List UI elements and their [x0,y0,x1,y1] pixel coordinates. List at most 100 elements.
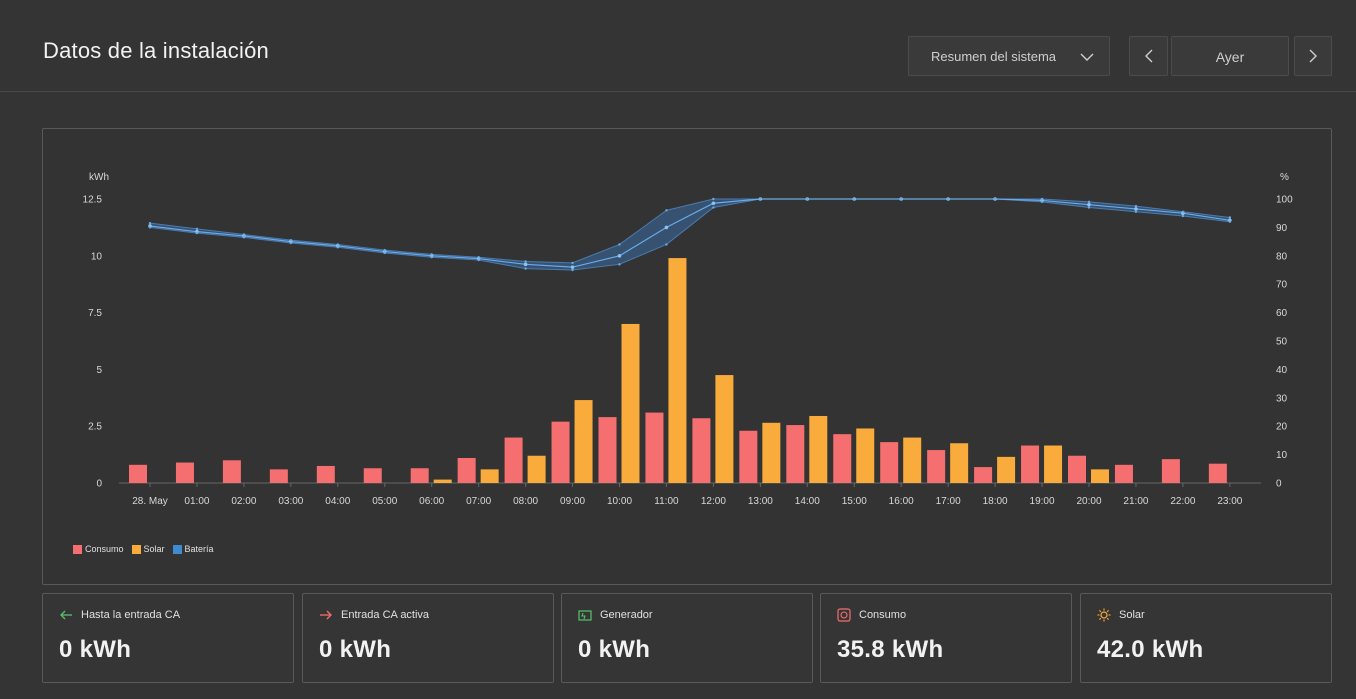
battery-max-point [430,253,433,256]
x-tick-label: 15:00 [842,496,867,507]
energy-chart: kWh % 0 2.5 5 7.5 10 12.5 0 10 20 30 40 50 60 70 80 90… [83,172,1294,507]
card-entrada-ca-activa: Entrada CA activa 0 kWh [302,593,554,683]
bar-solar [668,258,687,483]
left-tick-label: 7.5 [88,308,102,319]
battery-max-point [618,243,621,246]
battery-min-point [195,231,199,235]
battery-point [523,262,528,267]
left-tick-label: 10 [91,251,103,262]
battery-max-point [665,209,668,212]
legend-item-bateria[interactable]: Batería [172,544,214,554]
bar-solar [762,422,781,483]
battery-max-point [524,260,527,263]
battery-point [1087,202,1091,207]
bar-solar [856,428,875,483]
battery-max-line [149,198,1230,264]
x-tick-label: 09:00 [560,496,585,507]
bar-consumo [457,458,476,483]
bar-consumo [974,467,993,483]
x-tick-label: 07:00 [466,496,491,507]
battery-min-point [430,256,433,259]
bar-consumo [739,430,758,483]
chart-panel: kWh % 0 2.5 5 7.5 10 12.5 0 10 20 30 40 50 60 70 80 90… [42,128,1332,585]
bar-consumo [1068,455,1086,483]
right-tick-label: 40 [1276,365,1288,376]
x-tick-label: 23:00 [1217,496,1242,507]
left-tick-label: 12.5 [83,195,103,206]
bar-consumo [1021,445,1040,483]
card-label: Consumo [859,609,907,621]
battery-min-point [289,241,293,245]
bar-consumo [129,464,147,483]
bar-solar [1044,445,1063,483]
right-tick-label: 90 [1276,223,1288,234]
battery-min-point [571,268,574,272]
battery-min-point [900,197,903,201]
next-day-button[interactable] [1294,36,1332,76]
x-tick-label: 13:00 [748,496,773,507]
bar-solar [997,456,1016,483]
bar-solar [480,469,499,483]
card-value: 42.0 kWh [1097,636,1204,663]
legend-swatch-bateria [172,544,182,554]
battery-point [711,201,716,206]
bar-consumo [692,418,711,483]
battery-min-point [524,267,527,270]
bar-solar [527,455,546,483]
previous-day-button[interactable] [1129,36,1168,76]
left-tick-label: 0 [96,479,102,490]
battery-point [1134,207,1138,211]
left-tick-label: 2.5 [88,422,102,433]
legend-swatch-consumo [73,544,82,554]
bar-consumo [316,465,335,483]
left-tick-label: 5 [96,365,102,376]
x-tick-label: 20:00 [1076,496,1101,507]
bar-solar [809,415,828,483]
arrow-left-icon [60,610,72,620]
bar-consumo [880,442,899,483]
battery-min-point [665,243,668,246]
x-tick-label: 02:00 [231,496,256,507]
legend-label-bateria: Batería [184,544,214,554]
consumption-icon [837,608,851,622]
x-tick-label: 08:00 [513,496,538,507]
battery-min-line [149,198,1230,271]
x-tick-label: 03:00 [278,496,303,507]
bar-consumo [927,450,946,483]
battery-min-point [618,263,621,266]
battery-min-point [336,246,339,249]
chart-legend: Consumo Solar Batería [73,544,214,554]
right-tick-label: 70 [1276,280,1288,291]
right-tick-label: 80 [1276,251,1288,262]
legend-item-consumo[interactable]: Consumo [73,544,124,554]
battery-max-point [289,238,293,242]
card-label: Hasta la entrada CA [81,609,181,621]
battery-max-point [477,256,480,259]
card-solar: Solar 42.0 kWh [1080,593,1332,683]
view-select[interactable]: Resumen del sistema [908,36,1110,76]
card-value: 35.8 kWh [837,636,944,663]
battery-min-point [242,236,246,239]
battery-min-point [1181,214,1185,218]
bar-consumo [1161,459,1180,483]
bar-consumo [786,425,805,483]
battery-max-point [1228,216,1232,219]
legend-swatch-solar [131,544,141,554]
card-value: 0 kWh [59,636,132,663]
card-generador: Generador 0 kWh [561,593,813,683]
bar-solar [574,400,593,483]
battery-min-point [148,226,152,229]
legend-item-solar[interactable]: Solar [131,544,165,554]
bar-consumo [410,468,429,483]
right-tick-label: 20 [1276,422,1288,433]
battery-max-point [242,233,246,236]
battery-min-point [383,251,386,255]
battery-point [617,254,622,258]
battery-max-point [1087,200,1091,204]
battery-range-band [150,199,1230,270]
day-label[interactable]: Ayer [1171,36,1289,76]
bar-consumo [833,434,852,483]
left-axis-unit: kWh [89,172,109,183]
x-tick-label: 01:00 [184,496,209,507]
bar-consumo [175,462,194,483]
